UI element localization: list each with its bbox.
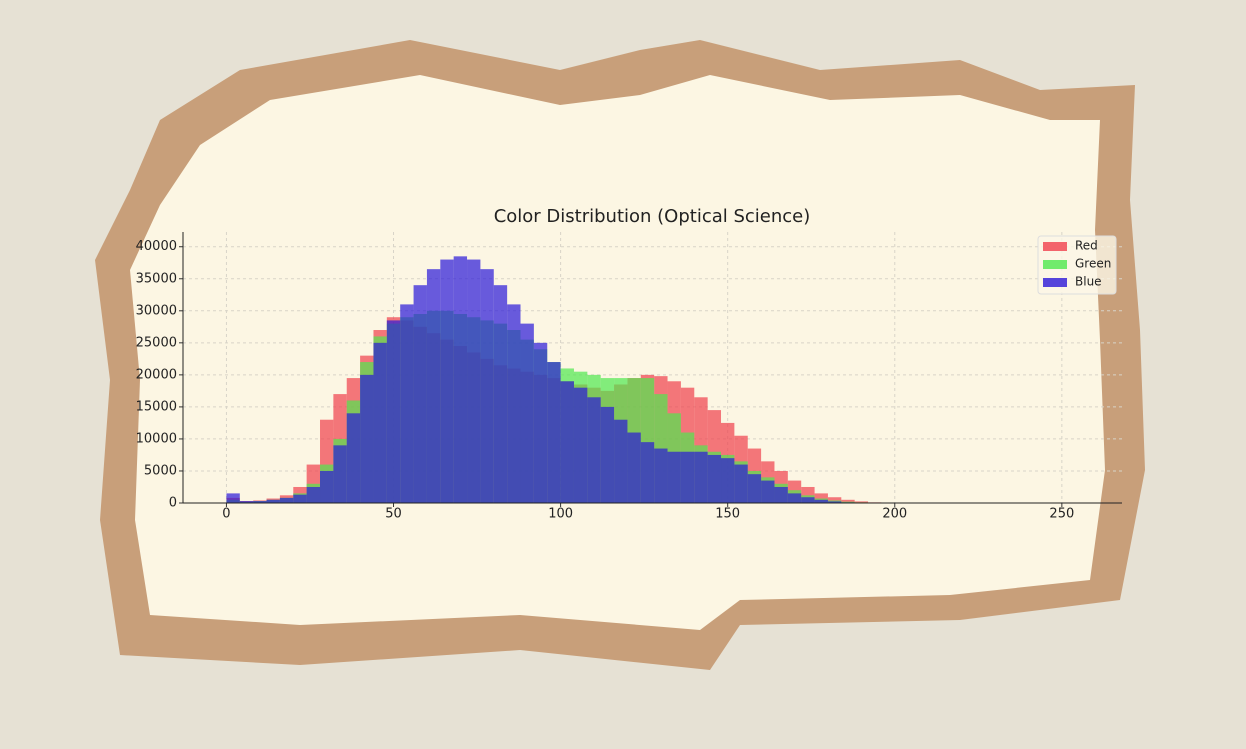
legend-label: Red <box>1075 239 1098 253</box>
bar <box>440 259 454 503</box>
bar <box>734 464 748 503</box>
y-tick-label: 40000 <box>136 239 177 254</box>
bar <box>480 269 494 503</box>
x-tick-label: 0 <box>222 507 230 522</box>
bar <box>787 493 802 503</box>
bar <box>386 320 401 503</box>
bar <box>453 256 468 503</box>
bar <box>587 397 601 503</box>
bar <box>226 493 240 503</box>
bar <box>333 445 347 503</box>
y-tick-label: 25000 <box>136 335 177 350</box>
y-tick-label: 30000 <box>136 303 177 318</box>
y-tick-label: 20000 <box>136 367 177 382</box>
x-tick-label: 100 <box>548 507 573 522</box>
paper <box>130 75 1105 630</box>
legend-label: Blue <box>1075 275 1102 289</box>
bar <box>239 501 254 503</box>
bar <box>827 501 842 503</box>
bar <box>707 454 722 503</box>
bar <box>346 413 361 503</box>
axes: 0 5000 10000 15000 20000 25000 30000 35000 40000… <box>136 232 1122 522</box>
bar <box>774 486 788 503</box>
bar <box>801 497 815 503</box>
bar <box>761 480 775 503</box>
x-tick-label: 50 <box>385 507 402 522</box>
bar <box>814 493 828 503</box>
legend-swatch <box>1043 278 1067 287</box>
bar <box>293 494 307 503</box>
bar <box>413 285 427 503</box>
x-tick-label: 250 <box>1049 507 1074 522</box>
x-tick-label: 200 <box>882 507 907 522</box>
y-tick-label: 15000 <box>136 399 177 414</box>
y-tick-label: 35000 <box>136 271 177 286</box>
bar <box>654 448 668 503</box>
bar <box>467 259 481 503</box>
bar <box>253 501 267 503</box>
bar <box>360 374 374 503</box>
legend-swatch <box>1043 242 1067 251</box>
legend-label: Green <box>1075 257 1111 271</box>
bar <box>694 451 708 503</box>
chart-title: Color Distribution (Optical Science) <box>494 206 811 227</box>
bar <box>854 501 869 503</box>
bar <box>814 499 828 503</box>
bar <box>680 451 695 503</box>
bar <box>507 304 521 503</box>
y-tick-label: 5000 <box>144 463 177 478</box>
bar <box>547 362 561 503</box>
legend-swatch <box>1043 260 1067 269</box>
bar <box>841 499 855 503</box>
y-tick-label: 10000 <box>136 431 177 446</box>
bar <box>721 458 735 503</box>
bar <box>266 499 280 503</box>
y-tick-label: 0 <box>169 496 177 511</box>
bar <box>279 497 294 503</box>
bar <box>627 432 641 503</box>
x-tick-label: 150 <box>715 507 740 522</box>
bars <box>226 256 895 503</box>
bar <box>426 269 441 503</box>
bar <box>614 419 628 503</box>
bar <box>306 486 321 503</box>
bar <box>560 381 574 503</box>
bar <box>320 470 334 503</box>
bar <box>600 406 615 503</box>
bar <box>667 451 681 503</box>
bar <box>400 304 414 503</box>
bar <box>747 474 762 503</box>
bar <box>493 285 508 503</box>
bar <box>373 342 387 503</box>
legend: Red Green Blue <box>1037 235 1117 295</box>
bar <box>640 442 655 503</box>
bar <box>827 497 842 503</box>
bar <box>533 342 548 503</box>
bar <box>573 387 588 503</box>
bar <box>520 323 534 503</box>
